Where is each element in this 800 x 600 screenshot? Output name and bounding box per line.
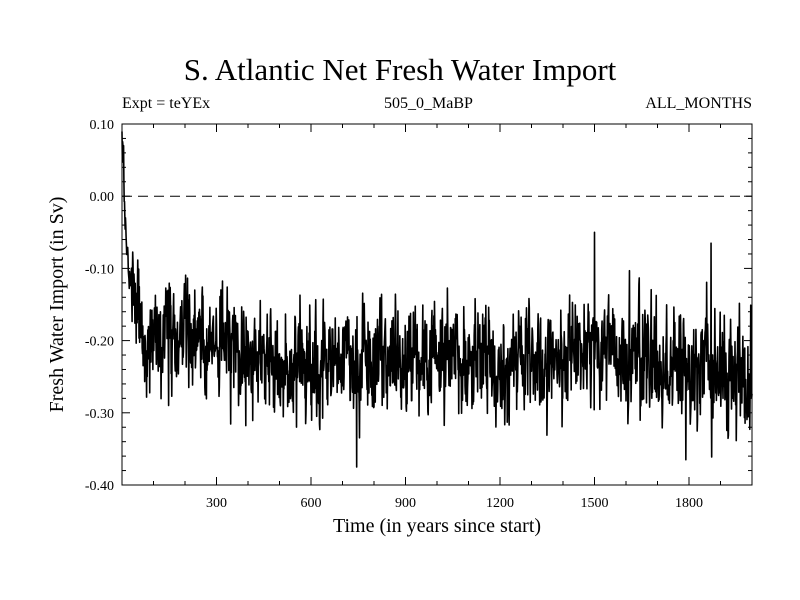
y-tick-label: -0.40 [85, 479, 114, 494]
x-tick-label: 600 [301, 496, 322, 511]
y-tick-label: 0.10 [90, 118, 115, 133]
x-axis-title: Time (in years since start) [333, 515, 541, 537]
run-label: 505_0_MaBP [384, 95, 473, 112]
y-tick-label: -0.20 [85, 335, 114, 350]
experiment-label: Expt = teYEx [122, 95, 211, 112]
x-tick-label: 900 [395, 496, 416, 511]
x-tick-label: 1500 [581, 496, 609, 511]
x-tick-label: 300 [206, 496, 227, 511]
y-tick-label: -0.10 [85, 262, 114, 277]
series-line [121, 131, 753, 468]
y-axis-title: Fresh Water Import (in Sv) [46, 197, 68, 413]
y-tick-label: 0.00 [90, 190, 115, 205]
x-tick-label: 1200 [486, 496, 514, 511]
y-tick-label: -0.30 [85, 407, 114, 422]
months-label: ALL_MONTHS [645, 95, 752, 112]
plot-frame [121, 123, 753, 486]
chart-title: S. Atlantic Net Fresh Water Import [183, 52, 617, 87]
x-tick-label: 1800 [675, 496, 703, 511]
